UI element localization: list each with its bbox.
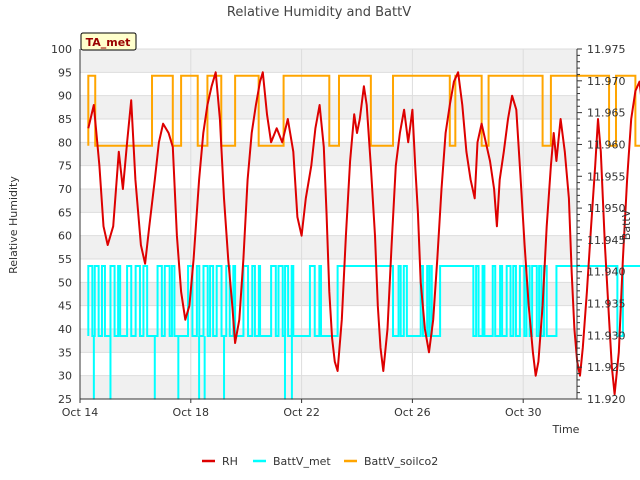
x-tick-label: Oct 18 [173,406,210,419]
station-label-box [80,32,137,51]
y-tick-label-right: 11.935 [587,298,626,311]
axes: 25 30 35 40 45 50 55 60 65 70 75 80 85 90 95 100 Oct 14 O… [51,43,626,419]
y-tick-label-left: 45 [58,300,72,313]
x-tick-label: Oct 26 [394,406,431,419]
legend: RH BattV_met BattV_soilco2 [202,455,438,468]
y-tick-label-right: 11.925 [587,361,626,374]
series-rh-line [87,71,640,396]
y-tick-label-left: 75 [58,160,72,173]
station-label-text: TA_met [86,36,131,49]
series-battv-met-line [87,265,640,337]
y-tick-label-right: 11.945 [587,234,626,247]
y-tick-label-left: 70 [58,183,72,196]
y-tick-label-left: 40 [58,323,72,336]
y-tick-label-left: 30 [58,370,72,383]
y-tick-label-left: 35 [58,346,72,359]
y-tick-label-left: 100 [51,43,72,56]
y-tick-label-right: 11.920 [587,393,626,406]
band [80,189,577,213]
station-label: TA_met [80,32,137,51]
y-tick-label-left: 65 [58,206,72,219]
band [80,49,577,73]
x-axis-label: Time [552,423,580,436]
legend-label: BattV_soilco2 [364,455,438,468]
x-tick-label: Oct 30 [505,406,542,419]
y-tick-label-right: 11.940 [587,266,626,279]
y-tick-label-right: 11.970 [587,75,626,88]
x-tick-label: Oct 22 [283,406,320,419]
y-tick-label-left: 95 [58,66,72,79]
y-tick-label-right: 11.955 [587,170,626,183]
y-tick-label-left: 80 [58,136,72,149]
legend-label: BattV_met [273,455,331,468]
y-tick-label-left: 55 [58,253,72,266]
y-axis-label-left: Relative Humidity [7,176,20,274]
y-tick-label-left: 85 [58,113,72,126]
x-tick-label: Oct 14 [62,406,99,419]
band [80,142,577,166]
series-layer [87,71,640,400]
y-tick-label-right: 11.975 [587,43,626,56]
y-tick-label-left: 25 [58,393,72,406]
y-tick-label-left: 90 [58,90,72,103]
chart-title: Relative Humidity and BattV [227,5,411,20]
y-tick-label-right: 11.965 [587,107,626,120]
y-tick-label-left: 60 [58,230,72,243]
legend-label: RH [222,455,238,468]
series-battv-soilco2-line [87,74,640,147]
y-tick-label-right: 11.930 [587,329,626,342]
y-tick-label-right: 11.950 [587,202,626,215]
y-tick-label-right: 11.960 [587,138,626,151]
y-tick-label-left: 50 [58,276,72,289]
y-axis-label-right: BattV [620,209,633,240]
